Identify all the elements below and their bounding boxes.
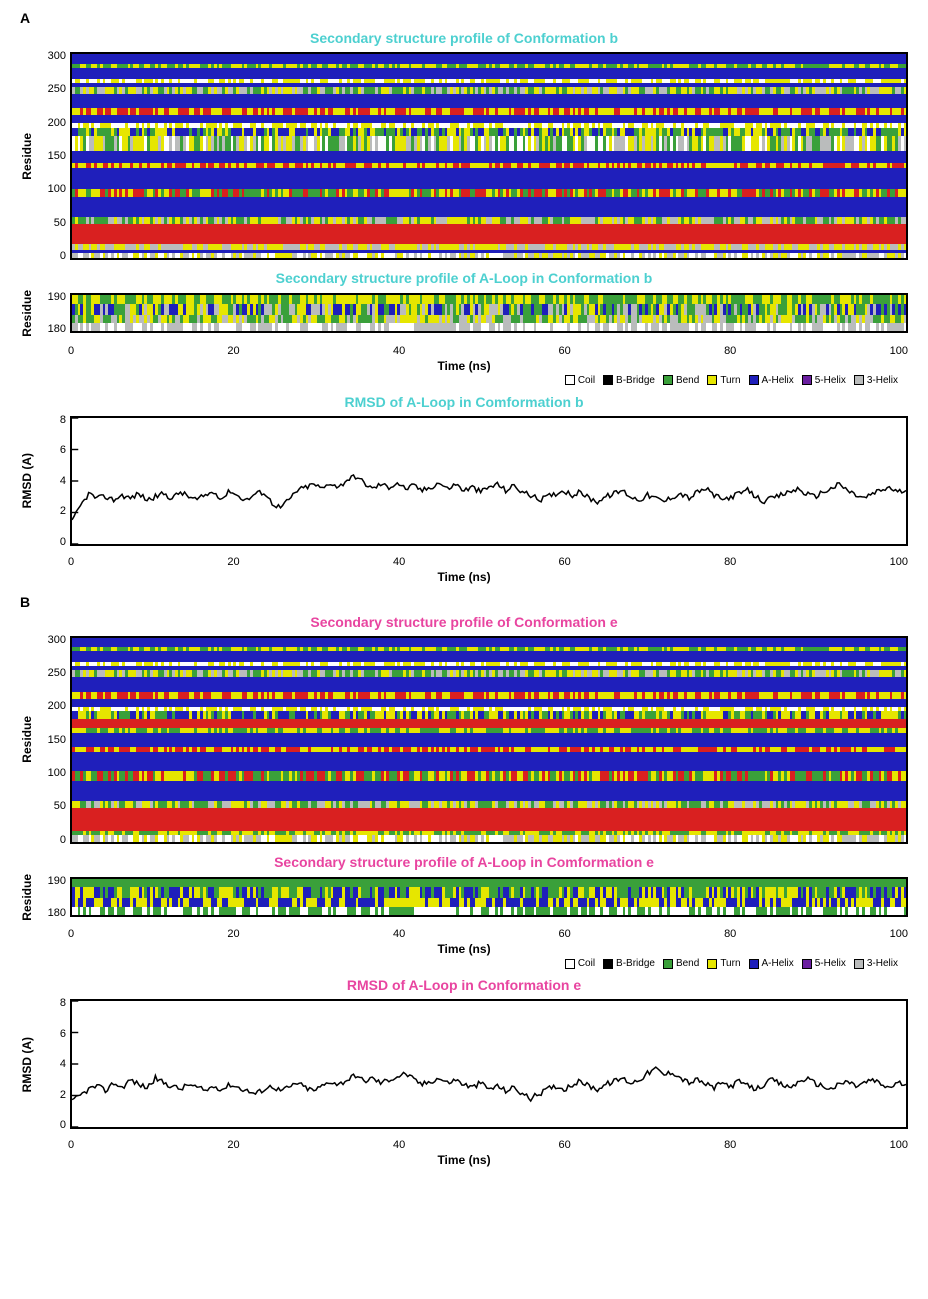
legend-item: B-Bridge <box>603 375 655 386</box>
panel-a-chart3-xlabel: Time (ns) <box>20 570 908 584</box>
panel-b-chart2-ylabel: Residue <box>20 874 34 921</box>
panel-b-chart1-heatmap <box>70 636 908 844</box>
panel-b-chart3-ylabel: RMSD (A) <box>20 1037 34 1092</box>
panel-b-chart2-yaxis: 190180 <box>40 875 70 919</box>
panel-a-chart3-xaxis-row: 020406080100 <box>20 554 908 568</box>
panel-b-rmsd-svg <box>72 1001 906 1127</box>
panel-a-label: A <box>20 10 908 26</box>
panel-a-chart2-section: Secondary structure profile of A-Loop in… <box>20 270 908 386</box>
panel-b-chart2-xlabel: Time (ns) <box>20 942 908 956</box>
legend-item: B-Bridge <box>603 958 655 969</box>
panel-a-chart3-ylabel: RMSD (A) <box>20 453 34 508</box>
panel-a-chart1-section: Secondary structure profile of Conformat… <box>20 30 908 262</box>
panel-a-chart3-area <box>70 416 908 546</box>
legend-item: 5-Helix <box>802 375 846 386</box>
panel-a-chart3-section: RMSD of A-Loop in Comformation b RMSD (A… <box>20 394 908 584</box>
panel-a-chart3-title: RMSD of A-Loop in Comformation b <box>20 394 908 410</box>
legend-item: A-Helix <box>749 375 794 386</box>
panel-b-chart3-wrap: RMSD (A) 86420 <box>20 997 908 1131</box>
panel-a-chart2-xlabel: Time (ns) <box>20 359 908 373</box>
panel-a-chart1-title: Secondary structure profile of Conformat… <box>20 30 908 46</box>
panel-b-chart3-xaxis-row: 020406080100 <box>20 1137 908 1151</box>
panel-b-chart1-title: Secondary structure profile of Conformat… <box>20 614 908 630</box>
panel-b-chart1-yaxis: 300250200150100500 <box>40 634 70 846</box>
panel-a-chart2-xaxis-row: 020406080100 <box>20 343 908 357</box>
panel-b-chart3-xaxis: 020406080100 <box>68 1139 908 1151</box>
panel-a-chart3-plot <box>70 416 908 546</box>
panel-a-chart1-ylabel: Residue <box>20 133 34 180</box>
panel-b-chart2-title: Secondary structure profile of A-Loop in… <box>20 854 908 870</box>
panel-b-chart2-xaxis: 020406080100 <box>68 928 908 940</box>
panel-b-chart1-area <box>70 636 908 844</box>
panel-b-chart1-section: Secondary structure profile of Conformat… <box>20 614 908 846</box>
panel-a-rmsd-svg <box>72 418 906 544</box>
panel-b-label: B <box>20 594 908 610</box>
panel-b-legend: Coil B-Bridge Bend Turn A-Helix 5-Helix … <box>20 958 908 969</box>
panel-a-chart1-wrap: Residue 300250200150100500 <box>20 50 908 262</box>
panel-a-chart1-yaxis: 300250200150100500 <box>40 50 70 262</box>
panel-a-chart3-yaxis: 86420 <box>40 414 70 548</box>
legend-item: Bend <box>663 958 699 969</box>
panel-b-chart2-heatmap <box>70 877 908 917</box>
panel-a-chart2-yaxis: 190180 <box>40 291 70 335</box>
legend-item: 5-Helix <box>802 958 846 969</box>
legend-item: Turn <box>707 375 740 386</box>
panel-a-chart2-wrap: Residue 190180 <box>20 290 908 337</box>
panel-b-chart1-wrap: Residue 300250200150100500 <box>20 634 908 846</box>
panel-a-legend: Coil B-Bridge Bend Turn A-Helix 5-Helix … <box>20 375 908 386</box>
legend-item: Bend <box>663 375 699 386</box>
legend-item: Coil <box>565 958 595 969</box>
panel-b-chart3-area <box>70 999 908 1129</box>
panel-b-chart3-section: RMSD of A-Loop in Conformation e RMSD (A… <box>20 977 908 1167</box>
panel-a-chart2-ylabel: Residue <box>20 290 34 337</box>
panel-b-chart3-xlabel: Time (ns) <box>20 1153 908 1167</box>
panel-b-chart2-section: Secondary structure profile of A-Loop in… <box>20 854 908 970</box>
panel-b-chart3-title: RMSD of A-Loop in Conformation e <box>20 977 908 993</box>
panel-a-chart2-heatmap <box>70 293 908 333</box>
panel-a-chart2-area <box>70 293 908 333</box>
panel-a-chart1-heatmap <box>70 52 908 260</box>
legend-item: Coil <box>565 375 595 386</box>
panel-b-chart2-xaxis-row: 020406080100 <box>20 926 908 940</box>
panel-b-chart3-plot <box>70 999 908 1129</box>
panel-a-chart2-xaxis: 020406080100 <box>68 345 908 357</box>
panel-a-chart2-title: Secondary structure profile of A-Loop in… <box>20 270 908 286</box>
panel-a-chart3-wrap: RMSD (A) 86420 <box>20 414 908 548</box>
panel-a-chart1-area <box>70 52 908 260</box>
panel-b-chart2-area <box>70 877 908 917</box>
panel-b-chart1-ylabel: Residue <box>20 716 34 763</box>
panel-b-chart2-wrap: Residue 190180 <box>20 874 908 921</box>
legend-item: 3-Helix <box>854 958 898 969</box>
legend-item: 3-Helix <box>854 375 898 386</box>
panel-b-chart3-yaxis: 86420 <box>40 997 70 1131</box>
panel-a-chart3-xaxis: 020406080100 <box>68 556 908 568</box>
legend-item: A-Helix <box>749 958 794 969</box>
figure-container: A Secondary structure profile of Conform… <box>0 0 928 1185</box>
legend-item: Turn <box>707 958 740 969</box>
